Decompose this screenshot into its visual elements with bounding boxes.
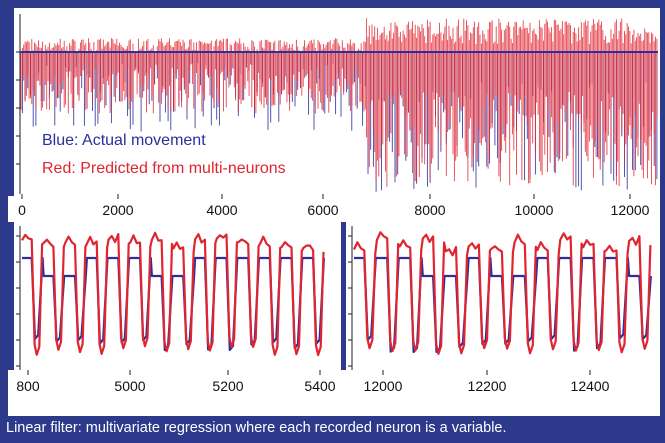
zoom-left-series-predicted [21, 231, 325, 357]
top-x-tick-label: 2000 [102, 202, 134, 218]
top-x-tick-label: 6000 [307, 202, 339, 218]
series-predicted-top [20, 18, 658, 187]
zoom-right-series-predicted [353, 231, 652, 355]
top-x-tick-label: 4000 [206, 202, 238, 218]
bottom-left-plot-panel [14, 222, 341, 370]
top-x-tick-label: 12000 [610, 202, 650, 218]
legend-predicted: Red: Predicted from multi-neurons [42, 160, 286, 177]
zoom-right-x-tick-label: 12200 [467, 378, 507, 394]
top-x-tick-label: 0 [18, 202, 26, 218]
top-x-axis-band [8, 196, 660, 222]
zoom-right-x-tick-label: 12400 [570, 378, 610, 394]
zoom-left-x-tick-label: 5400 [304, 378, 336, 394]
figure-caption: Linear filter: multivariate regression w… [6, 420, 507, 436]
bottom-x-axis-band [8, 370, 660, 416]
top-x-tick-label: 8000 [414, 202, 446, 218]
zoom-left-x-tick-label: 5000 [114, 378, 146, 394]
zoom-left-x-tick-label: 800 [16, 378, 40, 394]
zoom-left-x-tick-label: 5200 [212, 378, 244, 394]
top-x-tick-label: 10000 [514, 202, 554, 218]
legend-actual: Blue: Actual movement [42, 132, 206, 149]
zoom-right-x-tick-label: 12000 [363, 378, 403, 394]
